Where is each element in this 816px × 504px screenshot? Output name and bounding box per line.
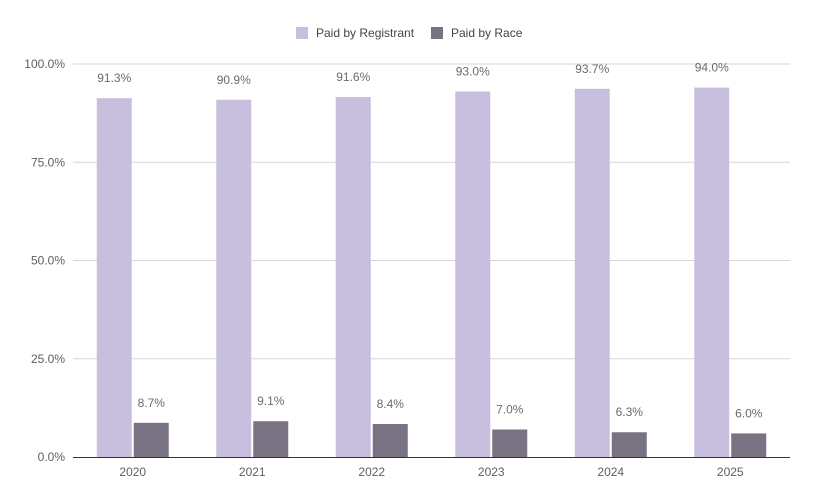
bar-paid-by-registrant-2022 xyxy=(335,97,371,458)
data-label: 7.0% xyxy=(496,402,524,416)
data-labels: 91.3% 8.7% 90.9% 9.1% 91.6% 8.4% 93.0% 7.0% 93.7… xyxy=(97,61,763,421)
legend-label: Paid by Race xyxy=(451,26,523,40)
data-label: 8.7% xyxy=(138,396,166,410)
bar-paid-by-registrant-2024 xyxy=(574,88,610,457)
x-tick-label: 2025 xyxy=(717,465,744,479)
bar-paid-by-race-2024 xyxy=(611,432,647,457)
bar-paid-by-registrant-2023 xyxy=(455,91,491,457)
bar-paid-by-registrant-2020 xyxy=(96,98,132,457)
x-tick-label: 2023 xyxy=(478,465,505,479)
bar-paid-by-race-2025 xyxy=(731,433,767,457)
data-label: 8.4% xyxy=(377,397,405,411)
gridlines xyxy=(73,63,790,360)
x-tick-label: 2024 xyxy=(597,465,624,479)
bar-paid-by-race-2020 xyxy=(133,422,169,457)
legend-label: Paid by Registrant xyxy=(316,26,415,40)
legend-swatch xyxy=(296,27,308,39)
bars xyxy=(96,87,767,458)
x-axis: 2020 2021 2022 2023 2024 2025 xyxy=(73,457,790,479)
legend-swatch xyxy=(431,27,443,39)
x-tick-label: 2020 xyxy=(119,465,146,479)
y-tick-label: 100.0% xyxy=(24,57,65,71)
data-label: 93.0% xyxy=(456,65,490,79)
bar-paid-by-registrant-2025 xyxy=(694,87,730,457)
y-tick-label: 75.0% xyxy=(31,155,65,169)
bar-paid-by-race-2023 xyxy=(492,429,528,457)
data-label: 93.7% xyxy=(575,62,609,76)
data-label: 90.9% xyxy=(217,73,251,87)
data-label: 9.1% xyxy=(257,394,285,408)
y-axis: 0.0% 25.0% 50.0% 75.0% 100.0% xyxy=(24,57,65,464)
y-tick-label: 0.0% xyxy=(38,450,66,464)
bar-paid-by-race-2021 xyxy=(253,421,289,457)
legend: Paid by Registrant Paid by Race xyxy=(296,26,523,40)
y-tick-label: 50.0% xyxy=(31,254,65,268)
bar-paid-by-registrant-2021 xyxy=(216,99,252,457)
bar-paid-by-race-2022 xyxy=(372,423,408,457)
data-label: 6.0% xyxy=(735,406,763,420)
x-tick-label: 2022 xyxy=(358,465,385,479)
data-label: 6.3% xyxy=(616,405,644,419)
x-tick-label: 2021 xyxy=(239,465,266,479)
data-label: 94.0% xyxy=(695,61,729,75)
y-tick-label: 25.0% xyxy=(31,352,65,366)
data-label: 91.3% xyxy=(97,71,131,85)
data-label: 91.6% xyxy=(336,70,370,84)
